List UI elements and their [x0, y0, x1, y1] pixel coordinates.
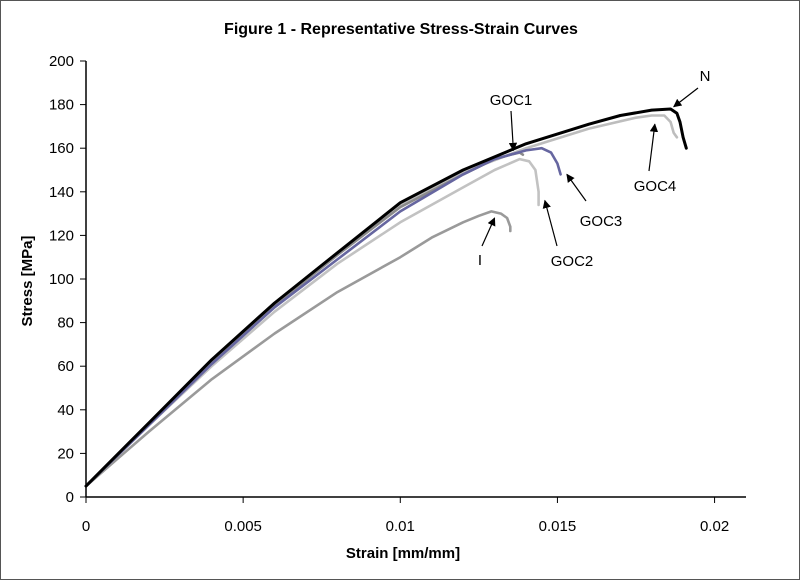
- series-line-n: [84, 107, 688, 488]
- x-tick-label: 0.015: [539, 518, 577, 535]
- annotation-label-goc4: GOC4: [634, 178, 677, 195]
- series-line-goc2: [84, 157, 540, 488]
- annotation-arrow-goc2: [542, 199, 558, 247]
- y-tick-label: 80: [57, 315, 74, 332]
- x-tick-label: 0: [82, 518, 90, 535]
- annotation-label-goc2: GOC2: [551, 253, 594, 270]
- y-tick-label: 180: [49, 97, 74, 114]
- annotation-label-goc3: GOC3: [580, 213, 623, 230]
- annotation-arrow-goc1: [508, 110, 518, 152]
- x-tick-label: 0.02: [700, 518, 729, 535]
- chart-title: Figure 1 - Representative Stress-Strain …: [224, 21, 578, 38]
- annotation-arrow-n: [673, 87, 699, 108]
- y-tick-label: 160: [49, 140, 74, 157]
- x-axis-title: Strain [mm/mm]: [346, 545, 460, 562]
- series-line-i: [84, 210, 512, 488]
- x-tick-label: 0.005: [224, 518, 262, 535]
- series-line-goc4: [84, 114, 679, 488]
- series-line-goc3: [84, 146, 562, 488]
- y-tick-label: 40: [57, 402, 74, 419]
- y-tick-label: 140: [49, 184, 74, 201]
- y-tick-label: 20: [57, 445, 74, 462]
- y-tick-label: 120: [49, 227, 74, 244]
- x-tick-label: 0.01: [386, 518, 415, 535]
- annotation-arrow-goc3: [566, 173, 587, 202]
- annotation-arrow-i: [481, 217, 496, 247]
- annotation-label-goc1: GOC1: [490, 92, 533, 109]
- y-tick-label: 0: [66, 489, 74, 506]
- annotation-arrow-goc4: [648, 123, 659, 172]
- y-tick-label: 100: [49, 271, 74, 288]
- y-axis-title: Stress [MPa]: [19, 236, 36, 327]
- y-tick-label: 200: [49, 53, 74, 70]
- y-tick-label: 60: [57, 358, 74, 375]
- annotation-label-i: I: [478, 252, 482, 269]
- annotation-label-n: N: [700, 68, 711, 85]
- plot-area: 0 20 40 60 80 100 120 140 160 180 200 0 0.005 0.01 0.0…: [49, 53, 746, 535]
- series-line-goc1: [84, 151, 525, 488]
